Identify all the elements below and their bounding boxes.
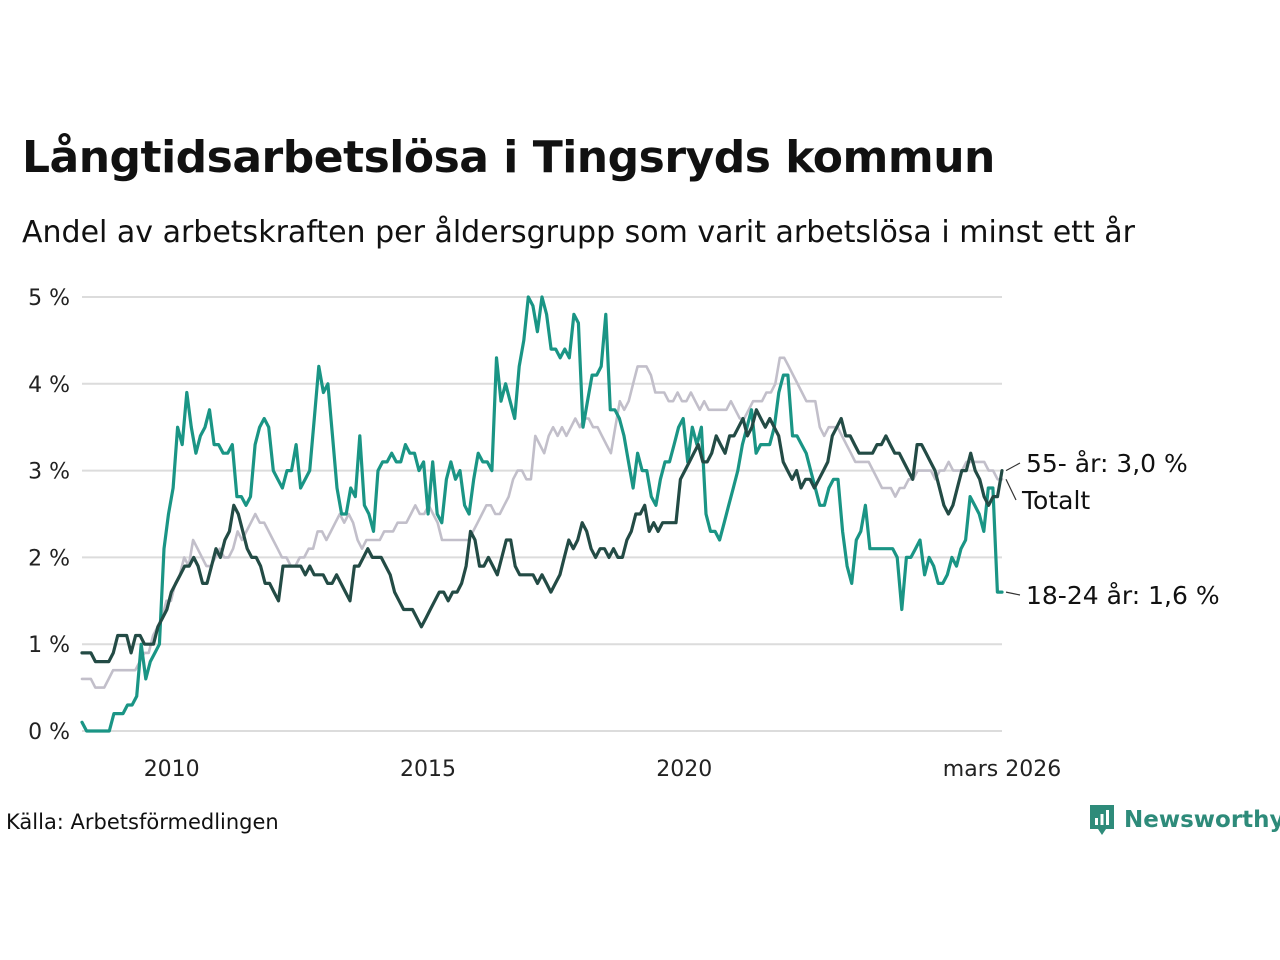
y-axis-ticks: 0 % 1 % 2 % 3 % 4 % 5 % (28, 286, 70, 745)
end-label-old: 55- år: 3,0 % (1026, 449, 1188, 478)
y-tick-label: 3 % (28, 460, 70, 485)
newsworthy-logo-icon (1090, 805, 1114, 835)
label-connector-total (1005, 479, 1017, 501)
source-note: Källa: Arbetsförmedlingen (6, 810, 279, 834)
series-line-old (80, 408, 1004, 664)
y-tick-label: 5 % (28, 286, 70, 311)
chart-title: Långtidsarbetslösa i Tingsryds kommun (22, 132, 995, 183)
y-tick-label: 4 % (28, 373, 70, 398)
series-lines (80, 295, 1004, 733)
label-connector-old (1005, 462, 1021, 472)
end-label-young: 18-24 år: 1,6 % (1026, 581, 1220, 610)
brand-logo: Newsworthy (1088, 803, 1280, 837)
y-tick-label: 0 % (28, 720, 70, 745)
x-axis-ticks: 2010 2015 2020 mars 2026 (144, 757, 1062, 782)
x-tick-label: 2015 (400, 757, 456, 782)
chart-subtitle: Andel av arbetskraften per åldersgrupp s… (22, 215, 1135, 250)
x-tick-label: 2010 (144, 757, 200, 782)
x-tick-label: 2020 (656, 757, 712, 782)
end-label-total: Totalt (1021, 486, 1090, 515)
series-line-total (80, 356, 1004, 689)
label-connector-young (1005, 591, 1021, 596)
line-chart: 0 % 1 % 2 % 3 % 4 % 5 % 2010 2015 2020 mars 2026… (28, 286, 1220, 782)
end-labels: 55- år: 3,0 % Totalt 18-24 år: 1,6 % (1005, 449, 1220, 610)
brand-name: Newsworthy (1124, 807, 1280, 833)
y-tick-label: 1 % (28, 633, 70, 658)
y-tick-label: 2 % (28, 546, 70, 571)
series-line-young (80, 295, 1004, 733)
x-tick-label: mars 2026 (943, 757, 1061, 782)
